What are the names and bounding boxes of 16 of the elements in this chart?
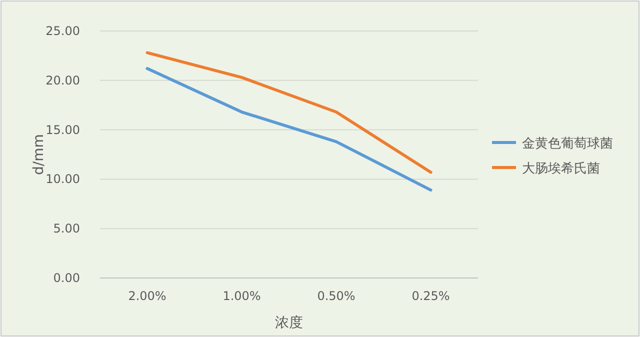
y-tick-label: 5.00 <box>53 222 80 236</box>
x-tick-label: 2.00% <box>128 289 166 303</box>
y-tick-label: 0.00 <box>53 271 80 285</box>
y-axis-title: d/mm <box>31 134 47 175</box>
line-series <box>146 67 432 192</box>
legend-label: 金黄色葡萄球菌 <box>522 136 613 152</box>
x-axis-title: 浓度 <box>275 315 303 331</box>
legend-label: 大肠埃希氏菌 <box>522 162 600 176</box>
y-tick-label: 15.00 <box>46 122 80 137</box>
y-tick-label: 20.00 <box>46 73 80 88</box>
x-tick-label: 1.00% <box>222 289 261 303</box>
x-tick-label: 0.25% <box>412 289 450 303</box>
y-tick-label: 25.00 <box>46 24 80 38</box>
line-series <box>146 51 432 174</box>
x-tick-label: 0.50% <box>317 289 356 303</box>
y-tick-label: 10.00 <box>46 172 80 186</box>
